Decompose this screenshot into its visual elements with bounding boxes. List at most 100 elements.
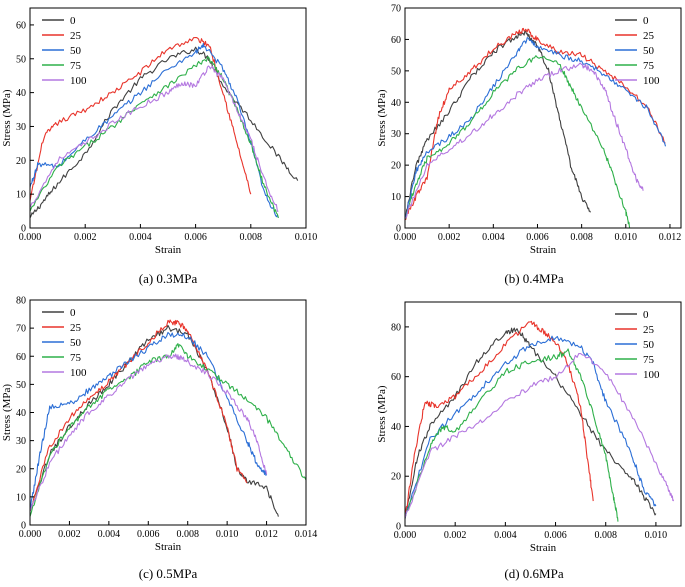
chart-panel-d: 0.000 0.002 0.004 0.006 0.008 0.010 0 20 40 60 80 S… [376, 301, 682, 581]
legend-label: 0 [643, 309, 649, 321]
legend-label: 75 [70, 352, 82, 364]
legend-label: 50 [643, 339, 655, 351]
y-tick-label: 10 [16, 492, 26, 503]
y-tick-label: 40 [391, 98, 401, 109]
x-tick-label: 0.010 [615, 232, 638, 243]
x-tick-label: 0.008 [570, 232, 593, 243]
series-line-100 [405, 352, 675, 519]
series-line-50 [30, 331, 268, 511]
y-tick-label: 60 [391, 35, 401, 46]
series-line-25 [30, 36, 252, 201]
x-tick-label: 0.004 [129, 232, 152, 243]
y-tick-label: 20 [391, 161, 401, 172]
legend-label: 0 [643, 15, 649, 27]
x-tick-label: 0.006 [184, 232, 207, 243]
chart-panel-c: 0.000 0.002 0.004 0.006 0.008 0.010 0.012 0.014… [1, 296, 317, 582]
y-tick-label: 80 [391, 322, 401, 333]
series-line-100 [30, 353, 268, 512]
legend-label: 25 [643, 30, 655, 42]
series-line-50 [405, 37, 667, 219]
series-line-25 [405, 320, 594, 519]
y-tick-label: 20 [391, 472, 401, 483]
legend-label: 0 [70, 307, 76, 319]
legend-label: 100 [643, 369, 660, 381]
y-tick-label: 20 [16, 156, 26, 167]
y-tick-label: 30 [16, 122, 26, 133]
x-axis-title: Strain [155, 541, 182, 553]
y-tick-label: 70 [16, 324, 26, 335]
legend-label: 0 [70, 15, 76, 27]
plot-frame [29, 7, 307, 229]
y-tick-label: 60 [16, 20, 26, 31]
series-line-75 [405, 348, 619, 522]
legend-label: 75 [643, 354, 655, 366]
panel-caption: (a) 0.3MPa [139, 271, 198, 286]
legend-label: 75 [70, 60, 82, 72]
y-tick-label: 30 [16, 436, 26, 447]
x-tick-label: 0.012 [659, 232, 682, 243]
series-line-0 [30, 324, 279, 517]
x-tick-label: 0.010 [645, 530, 668, 541]
y-axis-title: Stress (MPa) [1, 384, 13, 441]
chart-panel-b: 0.000 0.002 0.004 0.006 0.008 0.010 0.012 0 10 20… [376, 4, 682, 286]
plot-frame [404, 7, 682, 229]
chart-panel-a: 0.000 0.002 0.004 0.006 0.008 0.010 0 10 20 30 40 5… [1, 7, 318, 286]
y-tick-label: 40 [391, 422, 401, 433]
series-line-50 [30, 42, 279, 219]
x-tick-label: 0.006 [526, 232, 549, 243]
legend-label: 25 [643, 324, 655, 336]
x-tick-label: 0.004 [494, 530, 517, 541]
x-tick-label: 0.010 [295, 232, 318, 243]
series-line-50 [405, 335, 657, 519]
x-axis-title: Strain [530, 244, 557, 256]
x-tick-label: 0.012 [255, 529, 278, 540]
legend-label: 50 [70, 337, 82, 349]
y-tick-label: 20 [16, 464, 26, 475]
y-tick-label: 50 [16, 380, 26, 391]
x-tick-label: 0.002 [74, 232, 97, 243]
y-axis-title: Stress (MPa) [1, 89, 13, 146]
panel-caption: (c) 0.5MPa [139, 566, 198, 581]
series-line-0 [405, 30, 591, 219]
x-tick-label: 0.006 [544, 530, 567, 541]
series-line-100 [30, 65, 279, 212]
y-tick-label: 10 [16, 190, 26, 201]
legend: 0 25 50 75 100 [42, 15, 87, 87]
y-tick-label: 30 [391, 129, 401, 140]
x-tick-label: 0.008 [594, 530, 617, 541]
x-tick-label: 0.014 [295, 529, 318, 540]
y-axis-title: Stress (MPa) [376, 89, 388, 146]
y-tick-label: 0 [21, 521, 26, 532]
series-line-100 [405, 62, 644, 219]
x-tick-label: 0.000 [19, 529, 42, 540]
y-tick-label: 40 [16, 408, 26, 419]
x-tick-label: 0.008 [176, 529, 199, 540]
legend-label: 25 [70, 30, 82, 42]
legend-label: 75 [643, 60, 655, 72]
series-line-75 [30, 343, 306, 517]
y-tick-label: 50 [16, 54, 26, 65]
x-tick-label: 0.000 [394, 232, 417, 243]
legend-label: 50 [70, 45, 82, 57]
legend-label: 100 [643, 75, 660, 87]
x-tick-label: 0.004 [98, 529, 121, 540]
y-tick-label: 50 [391, 66, 401, 77]
x-tick-label: 0.002 [58, 529, 81, 540]
series-line-0 [405, 327, 657, 519]
series-line-25 [30, 319, 248, 512]
y-tick-label: 0 [396, 224, 401, 235]
legend: 0 25 50 75 100 [615, 15, 660, 87]
x-tick-label: 0.008 [240, 232, 263, 243]
x-tick-label: 0.000 [394, 530, 417, 541]
x-tick-label: 0.002 [444, 530, 467, 541]
x-tick-label: 0.000 [19, 232, 42, 243]
legend-label: 100 [70, 367, 87, 379]
legend: 0 25 50 75 100 [42, 307, 87, 379]
y-tick-label: 0 [396, 522, 401, 533]
y-tick-label: 60 [391, 372, 401, 383]
panel-caption: (b) 0.4MPa [504, 271, 563, 286]
y-tick-label: 10 [391, 192, 401, 203]
legend: 0 25 50 75 100 [615, 309, 660, 381]
x-tick-label: 0.010 [216, 529, 239, 540]
panel-caption: (d) 0.6MPa [504, 566, 563, 581]
